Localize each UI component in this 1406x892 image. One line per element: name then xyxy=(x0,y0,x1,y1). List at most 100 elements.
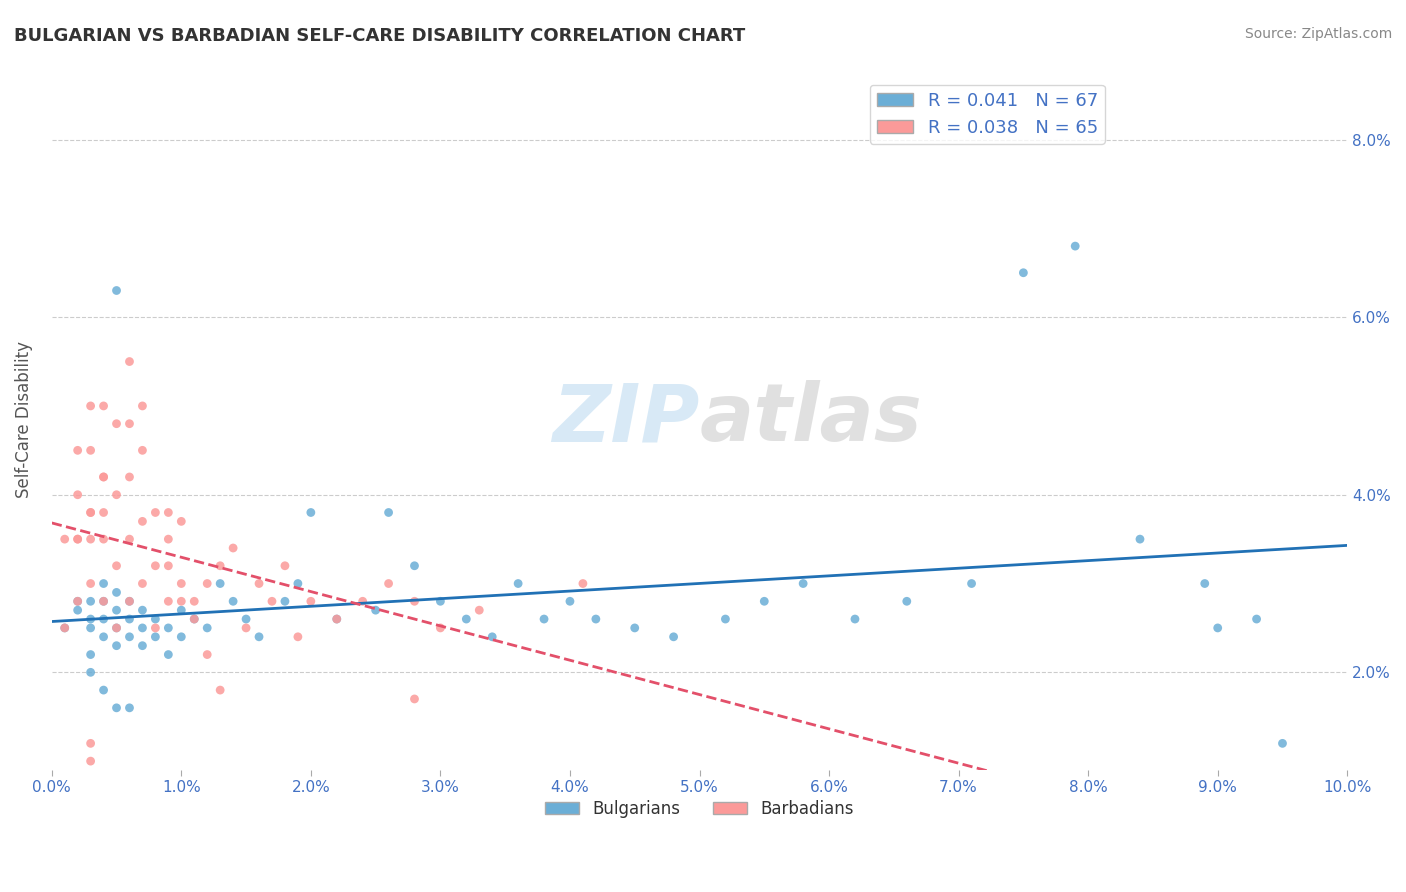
Text: BULGARIAN VS BARBADIAN SELF-CARE DISABILITY CORRELATION CHART: BULGARIAN VS BARBADIAN SELF-CARE DISABIL… xyxy=(14,27,745,45)
Point xyxy=(377,506,399,520)
Point xyxy=(105,603,128,617)
Point xyxy=(53,621,76,635)
Point xyxy=(118,532,141,546)
Point xyxy=(105,701,128,715)
Point xyxy=(429,594,451,608)
Point xyxy=(170,603,193,617)
Point xyxy=(195,648,218,662)
Point xyxy=(170,630,193,644)
Point xyxy=(170,576,193,591)
Point xyxy=(79,612,101,626)
Point xyxy=(429,621,451,635)
Point xyxy=(1064,239,1087,253)
Point xyxy=(93,470,115,484)
Point xyxy=(79,443,101,458)
Point xyxy=(93,612,115,626)
Point xyxy=(131,576,153,591)
Point xyxy=(105,417,128,431)
Point xyxy=(53,532,76,546)
Point xyxy=(145,621,167,635)
Point xyxy=(456,612,478,626)
Text: ZIP: ZIP xyxy=(553,380,700,458)
Point xyxy=(481,630,503,644)
Point xyxy=(131,639,153,653)
Point xyxy=(572,576,595,591)
Point xyxy=(247,630,270,644)
Point xyxy=(299,594,322,608)
Point xyxy=(754,594,776,608)
Text: atlas: atlas xyxy=(700,380,922,458)
Point xyxy=(105,488,128,502)
Point xyxy=(66,603,89,617)
Point xyxy=(79,576,101,591)
Point xyxy=(93,506,115,520)
Point xyxy=(131,603,153,617)
Point xyxy=(844,612,866,626)
Point xyxy=(623,621,645,635)
Point xyxy=(1129,532,1152,546)
Point xyxy=(209,683,232,698)
Point xyxy=(714,612,737,626)
Point xyxy=(352,594,374,608)
Point xyxy=(287,576,309,591)
Point xyxy=(235,621,257,635)
Point xyxy=(118,630,141,644)
Point xyxy=(93,630,115,644)
Point xyxy=(299,506,322,520)
Point xyxy=(79,754,101,768)
Point xyxy=(508,576,530,591)
Point xyxy=(195,576,218,591)
Point xyxy=(157,594,180,608)
Point xyxy=(157,506,180,520)
Point xyxy=(222,541,245,555)
Point xyxy=(118,594,141,608)
Point xyxy=(131,443,153,458)
Point xyxy=(118,354,141,368)
Point xyxy=(66,488,89,502)
Point xyxy=(79,665,101,680)
Point xyxy=(558,594,581,608)
Point xyxy=(404,558,426,573)
Point xyxy=(66,443,89,458)
Point xyxy=(260,594,283,608)
Point xyxy=(209,576,232,591)
Point xyxy=(157,648,180,662)
Point xyxy=(66,532,89,546)
Point xyxy=(195,621,218,635)
Point xyxy=(66,594,89,608)
Point xyxy=(105,585,128,599)
Point xyxy=(896,594,918,608)
Point xyxy=(145,558,167,573)
Point xyxy=(274,594,297,608)
Point xyxy=(93,576,115,591)
Point xyxy=(364,603,387,617)
Point xyxy=(105,621,128,635)
Point xyxy=(468,603,491,617)
Point xyxy=(79,399,101,413)
Point xyxy=(183,594,205,608)
Point xyxy=(145,506,167,520)
Point xyxy=(79,736,101,750)
Point xyxy=(662,630,685,644)
Point xyxy=(1194,576,1216,591)
Text: Source: ZipAtlas.com: Source: ZipAtlas.com xyxy=(1244,27,1392,41)
Point xyxy=(118,594,141,608)
Point xyxy=(131,621,153,635)
Point xyxy=(1206,621,1229,635)
Y-axis label: Self-Care Disability: Self-Care Disability xyxy=(15,341,32,498)
Point xyxy=(404,692,426,706)
Point xyxy=(170,594,193,608)
Point xyxy=(79,621,101,635)
Point xyxy=(183,612,205,626)
Point xyxy=(79,532,101,546)
Point xyxy=(105,558,128,573)
Point xyxy=(287,630,309,644)
Point xyxy=(157,621,180,635)
Legend: Bulgarians, Barbadians: Bulgarians, Barbadians xyxy=(538,794,860,825)
Point xyxy=(93,594,115,608)
Point xyxy=(105,284,128,298)
Point xyxy=(183,612,205,626)
Point xyxy=(1271,736,1294,750)
Point xyxy=(157,532,180,546)
Point xyxy=(93,532,115,546)
